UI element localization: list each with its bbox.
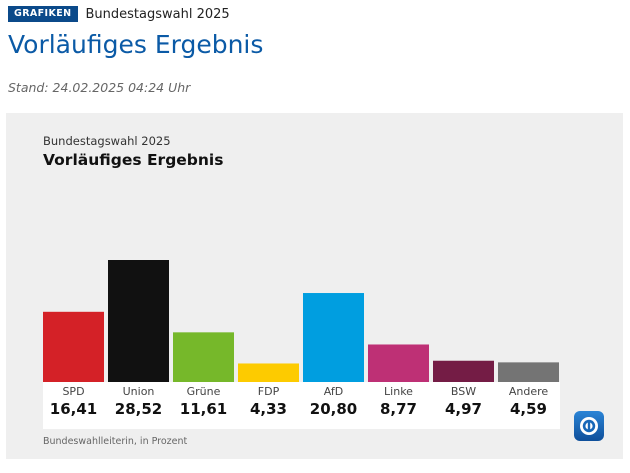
timestamp: Stand: 24.02.2025 04:24 Uhr: [8, 80, 191, 95]
topic-label: Bundestagswahl 2025: [85, 6, 230, 22]
category-labels: SPD 16,41 Union 28,52 Grüne 11,61 FDP 4,33 AfD 20…: [43, 382, 560, 429]
bar-spd[interactable]: [43, 311, 104, 382]
data-label: 4,33: [249, 400, 287, 418]
grafiken-badge[interactable]: GRAFIKEN: [8, 6, 78, 22]
bar-andere[interactable]: [498, 362, 559, 382]
category-column: BSW 4,97: [433, 382, 494, 418]
bar-bsw[interactable]: [433, 360, 494, 382]
data-label: 4,97: [444, 400, 482, 418]
page-title: Vorläufiges Ergebnis: [8, 30, 264, 59]
category-label: AfD: [323, 385, 344, 398]
category-label: FDP: [257, 385, 280, 398]
data-label: 8,77: [379, 400, 417, 418]
category-label: Andere: [508, 385, 549, 398]
source-note: Bundeswahlleiterin, in Prozent: [43, 436, 188, 447]
category-label: SPD: [62, 385, 85, 398]
data-label: 11,61: [179, 400, 228, 418]
category-column: AfD 20,80: [303, 382, 364, 418]
category-column: Andere 4,59: [498, 382, 559, 418]
category-label: Union: [122, 385, 155, 398]
category-column: Union 28,52: [108, 382, 169, 418]
category-label: BSW: [450, 385, 477, 398]
chart-subtitle: Bundestagswahl 2025: [43, 134, 171, 148]
data-label: 4,59: [509, 400, 547, 418]
bar-afd[interactable]: [303, 293, 364, 382]
data-label: 16,41: [49, 400, 98, 418]
category-label: Grüne: [186, 385, 221, 398]
category-column: Linke 8,77: [368, 382, 429, 418]
bar-fdp[interactable]: [238, 363, 299, 382]
category-column: SPD 16,41: [43, 382, 104, 418]
data-label: 20,80: [309, 400, 358, 418]
chart-panel: Bundestagswahl 2025 Vorläufiges Ergebnis…: [6, 113, 623, 459]
topline: GRAFIKEN Bundestagswahl 2025: [8, 5, 230, 23]
category-column: FDP 4,33: [238, 382, 299, 418]
bar-grüne[interactable]: [173, 332, 234, 382]
bar-union[interactable]: [108, 260, 169, 382]
chart-title: Vorläufiges Ergebnis: [43, 151, 224, 169]
category-label: Linke: [384, 385, 413, 398]
bar-chart: [43, 260, 559, 382]
category-column: Grüne 11,61: [173, 382, 234, 418]
bar-linke[interactable]: [368, 344, 429, 382]
ard-logo-icon[interactable]: [574, 411, 604, 441]
ard-one-icon: [580, 417, 598, 435]
data-label: 28,52: [114, 400, 163, 418]
